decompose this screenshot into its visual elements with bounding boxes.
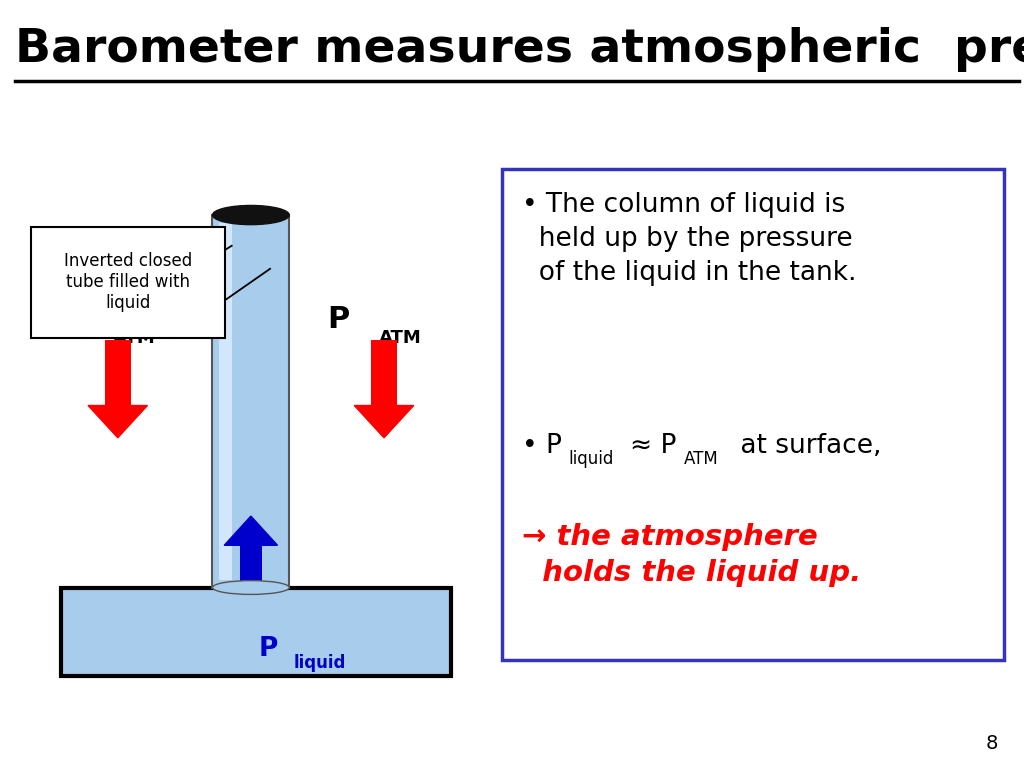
Text: P: P <box>328 305 350 334</box>
Text: ATM: ATM <box>379 329 422 347</box>
Text: ATM: ATM <box>684 450 719 468</box>
Text: P: P <box>259 636 279 662</box>
Text: Barometer measures atmospheric  pressure: Barometer measures atmospheric pressure <box>15 27 1024 72</box>
Bar <box>213 215 289 588</box>
Text: 8: 8 <box>986 733 998 753</box>
Text: ≈ P: ≈ P <box>630 433 676 459</box>
Bar <box>371 340 397 406</box>
Text: • The column of liquid is
  held up by the pressure
  of the liquid in the tank.: • The column of liquid is held up by the… <box>522 192 857 286</box>
Text: liquid: liquid <box>294 654 346 672</box>
Polygon shape <box>224 516 278 545</box>
Text: P: P <box>61 305 84 334</box>
Ellipse shape <box>213 205 289 224</box>
Text: liquid: liquid <box>568 450 613 468</box>
Bar <box>219 223 231 580</box>
Bar <box>502 169 1004 660</box>
Bar <box>240 545 262 588</box>
Text: at surface,: at surface, <box>732 433 882 459</box>
Text: Inverted closed
tube filled with
liquid: Inverted closed tube filled with liquid <box>63 253 193 312</box>
Bar <box>105 340 131 406</box>
Text: → the atmosphere
  holds the liquid up.: → the atmosphere holds the liquid up. <box>522 523 861 587</box>
Bar <box>61 588 451 676</box>
Polygon shape <box>354 406 414 438</box>
Ellipse shape <box>213 581 289 594</box>
Text: ATM: ATM <box>113 329 156 347</box>
Polygon shape <box>88 406 147 438</box>
Bar <box>31 227 225 338</box>
Text: • P: • P <box>522 433 562 459</box>
